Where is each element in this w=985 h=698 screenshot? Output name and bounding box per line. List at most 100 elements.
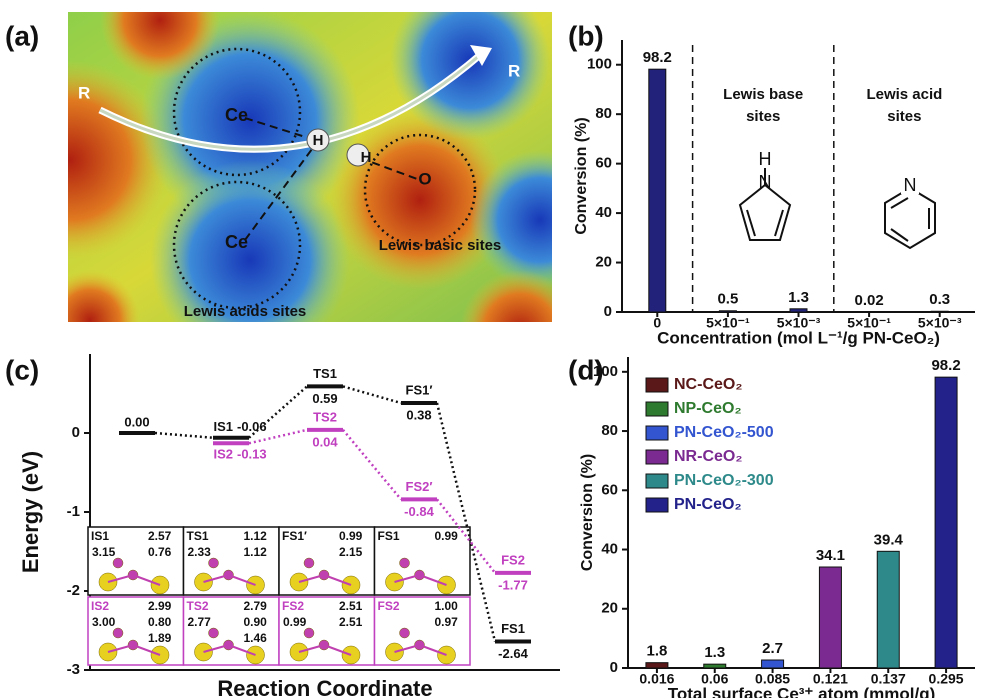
y-tick-label: 80 [595,105,612,122]
value-label: 39.4 [874,531,904,548]
bond [228,644,256,656]
pyrrole [738,168,792,241]
legend-label: PN-CeO₂ [674,496,742,513]
site-label: Lewis basic sites [379,237,502,254]
inset-number: 3.15 [92,545,116,559]
inset-number: 2.51 [339,615,363,629]
bar [648,68,667,313]
atom [303,627,315,639]
state-label: TS2 [313,409,337,424]
legend-label: PN-CeO₂-300 [674,472,774,489]
state-label: TS1 [313,366,337,381]
energy-label: -2.64 [498,646,528,661]
x-tick-label: 5×10⁻¹ [847,315,891,331]
inset-title: TS2 [187,599,209,613]
panel-label: (a) [5,20,39,51]
y-tick-label: 80 [601,422,618,439]
group-label: R [78,83,90,102]
atom-label: H [313,132,324,149]
bar [718,310,737,313]
bar [930,310,949,313]
legend-swatch [645,497,669,513]
inset-title: FS1′ [282,529,307,543]
inset-number: 2.15 [339,545,363,559]
atom [112,557,124,569]
y-axis-label: Conversion (%) [579,454,596,571]
y-tick-label: 0 [610,659,618,676]
inset-number: 0.90 [244,615,268,629]
connector [248,385,308,439]
bond [132,644,161,656]
inset-number: 2.33 [188,545,212,559]
inset-number: 1.12 [244,529,268,543]
energy-label: -0.13 [237,447,267,462]
y-tick-label: 20 [595,254,612,271]
atom-symbol: N [759,172,772,192]
atom [346,143,370,167]
inset-title: TS1 [187,529,209,543]
atom [208,557,219,569]
atom-symbol: H [759,149,772,169]
y-tick-label: 0 [604,303,612,320]
x-tick-label: 0.295 [929,671,964,687]
energy-label: -0.06 [237,419,267,434]
legend-swatch [645,473,669,489]
panel-label: (c) [5,354,39,385]
bond [419,574,447,586]
value-label: 0.5 [717,291,738,308]
bond [107,644,134,653]
inset-number: 1.46 [244,631,268,645]
bond [359,157,421,181]
bar [703,663,727,669]
bond [394,574,420,583]
state-label: FS1′ [406,382,433,397]
legend-label: NR-CeO₂ [674,448,742,465]
inset-title: FS1 [378,529,400,543]
value-label: 0.02 [854,292,883,309]
inset-number: 2.79 [244,599,268,613]
bar [876,550,900,669]
y-tick-label: 60 [601,481,618,498]
x-tick-label: 0.016 [639,671,674,687]
atom [112,627,124,639]
dotted-circle [172,180,302,310]
atom [399,627,410,639]
dotted-circle [172,47,302,177]
energy-label: -0.84 [404,504,434,519]
x-tick-label: 0.085 [755,671,790,687]
atom [208,627,219,639]
y-tick-label: 20 [601,600,618,617]
bond [394,644,420,653]
dotted-circle [363,133,477,247]
value-label: 0.3 [929,291,950,308]
state-label: FS2 [501,552,525,567]
connector [154,431,214,439]
y-tick-label: 100 [587,56,612,73]
atom [399,557,410,569]
bond [419,644,447,656]
value-label: 2.7 [762,640,783,657]
state-label: FS1 [501,621,525,636]
inset-number: 1.12 [244,545,268,559]
x-tick-label: 0 [653,315,661,331]
bond [323,574,352,586]
legend-swatch [645,425,669,441]
legend-swatch [645,449,669,465]
annotation: sites [887,108,921,125]
x-axis-label: Concentration (mol L⁻¹/g PN-CeO₂) [657,328,940,347]
bond [203,574,229,583]
x-tick-label: 0.06 [701,671,728,687]
y-tick-label: 0 [72,424,80,441]
bond [107,574,134,583]
connector [342,385,402,405]
bar [934,376,958,669]
connector [436,498,496,574]
inset-number: 1.89 [148,631,172,645]
panel-label: (b) [568,20,604,51]
bond [244,144,316,241]
inset-number: 0.99 [283,615,307,629]
inset-number: 0.76 [148,545,172,559]
atom-label: H [361,149,372,166]
inset-number: 1.00 [435,599,459,613]
bond [298,644,325,653]
